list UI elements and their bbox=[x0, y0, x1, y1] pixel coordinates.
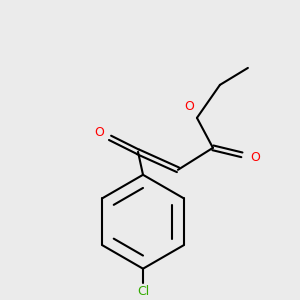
Text: O: O bbox=[184, 100, 194, 113]
Text: O: O bbox=[250, 151, 260, 164]
Text: O: O bbox=[94, 126, 104, 139]
Text: Cl: Cl bbox=[137, 285, 149, 298]
